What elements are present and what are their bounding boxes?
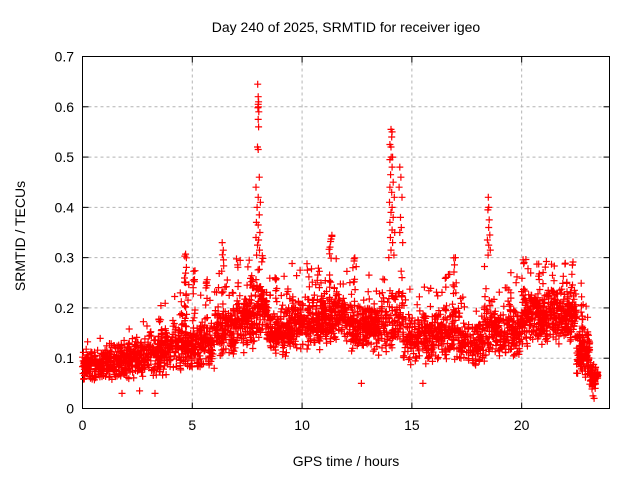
axis-ticks: [82, 56, 610, 409]
scatter-points-srmtid: [79, 80, 602, 402]
y-tick-label: 0: [66, 401, 74, 417]
chart-title: Day 240 of 2025, SRMTID for receiver ige…: [212, 19, 481, 35]
x-tick-label: 5: [188, 417, 196, 433]
y-tick-label: 0.4: [55, 199, 75, 215]
y-tick-label: 0.3: [55, 250, 75, 266]
x-tick-label: 10: [294, 417, 310, 433]
y-tick-label: 0.1: [55, 350, 75, 366]
y-tick-label: 0.7: [55, 49, 75, 65]
x-tick-labels: 0 5 10 15 20: [79, 417, 530, 433]
plot-frame: [82, 56, 610, 409]
x-tick-label: 0: [79, 417, 87, 433]
y-tick-label: 0.5: [55, 149, 75, 165]
x-tick-label: 15: [404, 417, 420, 433]
y-tick-label: 0.6: [55, 99, 75, 115]
y-tick-labels: 0 0.1 0.2 0.3 0.4 0.5 0.6 0.7: [55, 49, 75, 417]
x-axis-label: GPS time / hours: [293, 453, 400, 469]
gridlines: [82, 56, 610, 409]
x-tick-label: 20: [514, 417, 530, 433]
y-tick-label: 0.2: [55, 300, 75, 316]
y-axis-label: SRMTID / TECUs: [12, 181, 28, 291]
